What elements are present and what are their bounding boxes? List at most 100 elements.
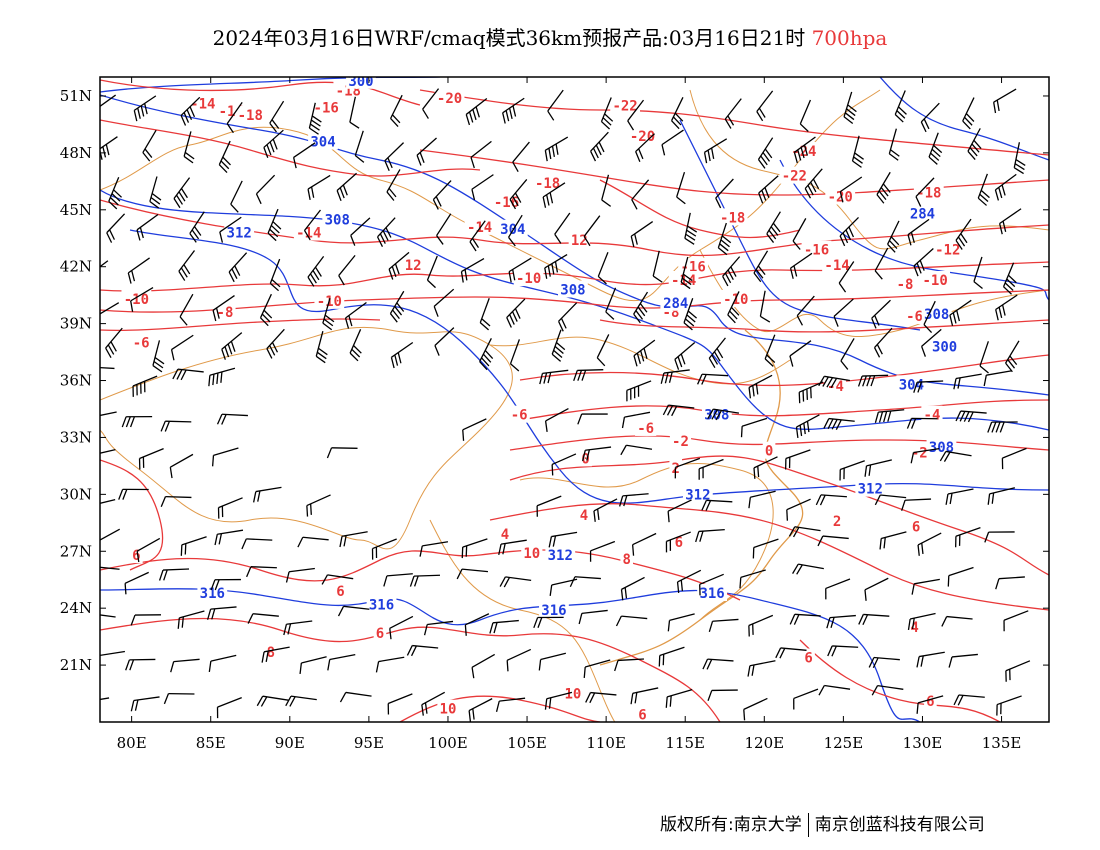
wind-barb [947, 566, 974, 587]
temp-contour-12 [509, 435, 1049, 451]
temp-contour-9 [599, 319, 1049, 333]
wind-barb [506, 648, 532, 672]
wind-barb [426, 255, 438, 289]
wind-barb [793, 136, 816, 164]
wind-barb [789, 252, 813, 279]
wind-barb [920, 102, 940, 133]
wind-barb [839, 216, 859, 247]
wind-barb [589, 540, 616, 562]
wind-barb [230, 180, 243, 213]
wind-barb [916, 695, 944, 714]
wind-barb [136, 213, 159, 241]
wind-barb [100, 136, 118, 160]
wind-barb [874, 494, 907, 506]
temperature-contour-halo [932, 240, 963, 258]
wind-barb [218, 140, 231, 173]
wind-barb [708, 618, 739, 632]
wind-barb [661, 129, 684, 156]
wind-barb [620, 576, 645, 601]
wind-barb [100, 566, 120, 570]
wind-barb [388, 251, 410, 280]
wind-barb [285, 567, 315, 583]
wind-barb [375, 656, 405, 673]
wind-barb [818, 375, 851, 389]
wind-barb [920, 328, 942, 357]
wind-barb [354, 130, 365, 163]
wind-barb [605, 287, 617, 320]
temperature-contour-label: -4 [827, 379, 844, 395]
wind-barb [676, 569, 702, 593]
wind-barb [838, 261, 855, 293]
wind-barb [600, 97, 614, 130]
temperature-contour-halo [513, 269, 544, 287]
wind-barb [338, 254, 356, 286]
wind-barb [506, 298, 526, 328]
wind-barb [825, 578, 851, 600]
wind-barb [502, 97, 525, 124]
temperature-contour-label: -8 [897, 277, 914, 293]
wind-barb [217, 497, 243, 519]
temperature-contour-halo [924, 692, 937, 710]
wind-barb [121, 415, 153, 428]
wind-barb [739, 569, 766, 589]
wind-barb [798, 381, 824, 404]
height-contour-label: 312 [548, 548, 573, 564]
wind-barbs [100, 88, 1031, 722]
wind-barb [785, 449, 811, 470]
temperature-contour-halo [672, 532, 686, 550]
height-contour-ne2 [679, 119, 921, 331]
temperature-contour-label: 10 [440, 702, 457, 718]
height-contour-halo [929, 337, 960, 355]
temp-contour-11 [519, 399, 1049, 421]
x-axis: 80E 85E 90E 95E 100E 105E 110E 115E 120E 125E 130E… [117, 77, 1021, 752]
temperature-contour-halo [627, 126, 658, 144]
temperature-contour-halo [293, 223, 324, 241]
wind-barb [597, 252, 609, 285]
wind-barb [630, 221, 654, 248]
wind-barb [627, 99, 645, 131]
wind-barb [630, 687, 659, 705]
wind-barb [259, 293, 273, 327]
wind-barb [419, 541, 449, 557]
temperature-contour-label: 8 [622, 552, 630, 568]
temperature-contour-halo [802, 648, 815, 666]
height-contour-halo [697, 584, 728, 601]
wind-barb [703, 138, 728, 164]
height-contour-halo [322, 210, 353, 228]
wind-barb [748, 490, 776, 509]
wind-barb [786, 498, 811, 521]
temperature-contour-label: 4 [501, 527, 509, 543]
wind-barb [170, 334, 194, 361]
temperature-contour-label: 6 [638, 707, 646, 723]
wind-barb [871, 299, 891, 329]
y-tick-label: 33N [60, 428, 92, 446]
wind-barb [995, 576, 1025, 590]
wind-barb [100, 411, 117, 417]
wind-barb [180, 96, 201, 126]
wind-barb [489, 619, 519, 634]
wind-barb [696, 373, 729, 385]
temperature-contour-label: 6 [675, 535, 683, 551]
x-tick-label: 115E [665, 734, 705, 752]
wind-barb [158, 568, 190, 581]
height-contour-halo [701, 405, 732, 423]
map-title-main: 2024年03月16日WRF/cmaq模式36km预报产品:03月16日21时 [212, 26, 806, 50]
y-tick-label: 48N [60, 144, 92, 162]
wind-barb [173, 177, 191, 209]
wind-barb [864, 459, 892, 477]
wind-barb [177, 610, 205, 629]
temp-contour-8 [100, 318, 381, 331]
wind-barb [573, 369, 604, 382]
wind-barb [874, 409, 905, 423]
wind-barb [962, 97, 975, 130]
wind-barb [667, 613, 695, 632]
wind-barb [766, 211, 781, 243]
wind-barb [967, 128, 982, 161]
wind-barb [652, 250, 663, 283]
temperature-contour-label: -18 [916, 186, 941, 202]
wind-barb [756, 90, 774, 122]
wind-barb [255, 174, 276, 205]
wind-barb [799, 99, 812, 132]
height-contour-label: 300 [932, 339, 957, 355]
wind-barb [266, 328, 285, 359]
